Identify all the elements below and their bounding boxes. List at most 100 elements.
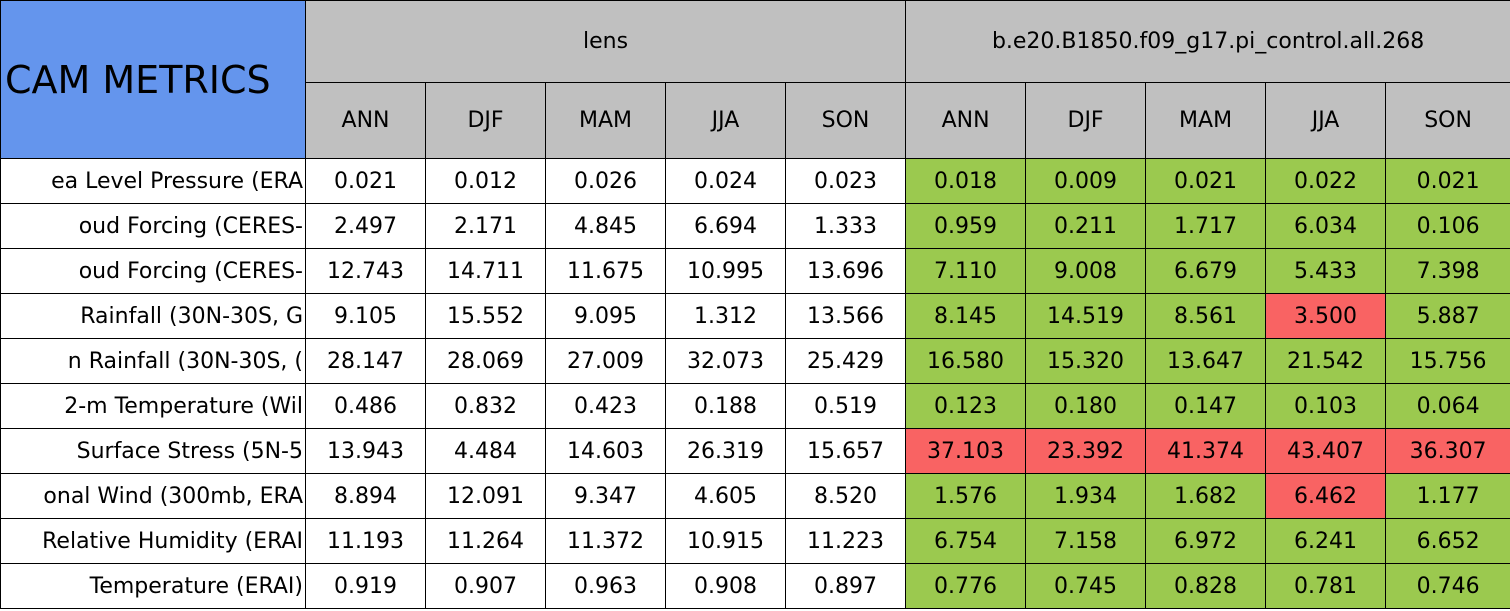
- group-header: b.e20.B1850.f09_g17.pi_control.all.268: [905, 0, 1510, 83]
- metric-cell: 7.110: [905, 248, 1027, 294]
- season-header: SON: [784, 82, 907, 159]
- metric-cell: 0.022: [1265, 158, 1387, 204]
- metric-cell: 11.264: [425, 518, 546, 564]
- season-header: ANN: [905, 82, 1027, 159]
- metric-cell: 0.188: [665, 383, 786, 429]
- metric-cell: 7.158: [1025, 518, 1147, 564]
- metric-cell: 0.021: [305, 158, 426, 204]
- row-label: ea Level Pressure (ERA: [0, 158, 306, 204]
- row-label: Rainfall (30N-30S, G: [0, 293, 306, 339]
- table-row: n Rainfall (30N-30S, (28.147 28.069 27.009…: [0, 338, 1510, 384]
- metric-cell: 1.177: [1385, 473, 1510, 519]
- metric-cell: 5.433: [1265, 248, 1387, 294]
- metric-cell: 8.561: [1145, 293, 1267, 339]
- metric-cell: 0.012: [425, 158, 546, 204]
- metric-cell: 0.519: [784, 383, 907, 429]
- metric-cell: 0.963: [545, 563, 666, 609]
- table-row: Surface Stress (5N-5 13.943 4.484 14.603 26.…: [0, 428, 1510, 474]
- metric-cell: 6.679: [1145, 248, 1267, 294]
- metric-cell: 43.407: [1265, 428, 1387, 474]
- metric-cell: 14.603: [545, 428, 666, 474]
- season-header: MAM: [545, 82, 666, 159]
- metric-cell: 41.374: [1145, 428, 1267, 474]
- metric-cell: 0.211: [1025, 203, 1147, 249]
- metric-cell: 16.580: [905, 338, 1027, 384]
- metric-cell: 13.566: [784, 293, 907, 339]
- metric-cell: 6.462: [1265, 473, 1387, 519]
- row-label: Relative Humidity (ERAI: [0, 518, 306, 564]
- metric-cell: 0.828: [1145, 563, 1267, 609]
- metric-cell: 0.023: [784, 158, 907, 204]
- metric-cell: 0.103: [1265, 383, 1387, 429]
- season-header: ANN: [305, 82, 426, 159]
- metric-cell: 0.745: [1025, 563, 1147, 609]
- metric-cell: 9.105: [305, 293, 426, 339]
- metric-cell: 4.605: [665, 473, 786, 519]
- metric-cell: 1.682: [1145, 473, 1267, 519]
- metric-cell: 0.024: [665, 158, 786, 204]
- row-label: Temperature (ERAI): [0, 563, 306, 609]
- metric-cell: 0.907: [425, 563, 546, 609]
- metric-cell: 10.915: [665, 518, 786, 564]
- table-title: CAM METRICS: [0, 0, 306, 159]
- metric-cell: 9.347: [545, 473, 666, 519]
- metric-cell: 9.095: [545, 293, 666, 339]
- season-header: JJA: [665, 82, 786, 159]
- metric-cell: 0.180: [1025, 383, 1147, 429]
- metric-cell: 0.897: [784, 563, 907, 609]
- season-header: MAM: [1145, 82, 1267, 159]
- table-row: Temperature (ERAI) 0.919 0.907 0.963 0.908 0.…: [0, 563, 1510, 609]
- metric-cell: 6.034: [1265, 203, 1387, 249]
- metric-cell: 2.497: [305, 203, 426, 249]
- season-header: JJA: [1265, 82, 1387, 159]
- metric-cell: 12.091: [425, 473, 546, 519]
- metric-cell: 14.519: [1025, 293, 1147, 339]
- season-header: DJF: [1025, 82, 1147, 159]
- season-header: DJF: [425, 82, 546, 159]
- metric-cell: 13.943: [305, 428, 426, 474]
- metric-cell: 6.972: [1145, 518, 1267, 564]
- metric-cell: 8.894: [305, 473, 426, 519]
- metric-cell: 4.845: [545, 203, 666, 249]
- metric-cell: 15.657: [784, 428, 907, 474]
- metric-cell: 37.103: [905, 428, 1027, 474]
- metric-cell: 0.018: [905, 158, 1027, 204]
- metric-cell: 1.576: [905, 473, 1027, 519]
- metric-cell: 5.887: [1385, 293, 1510, 339]
- metric-cell: 1.717: [1145, 203, 1267, 249]
- metric-cell: 21.542: [1265, 338, 1387, 384]
- metric-cell: 4.484: [425, 428, 546, 474]
- table-row: 2-m Temperature (Wil 0.486 0.832 0.423 0.188…: [0, 383, 1510, 429]
- table-row: onal Wind (300mb, ERA 8.894 12.091 9.347 4.6…: [0, 473, 1510, 519]
- row-label: 2-m Temperature (Wil: [0, 383, 306, 429]
- row-label: oud Forcing (CERES-: [0, 248, 306, 294]
- metric-cell: 0.106: [1385, 203, 1510, 249]
- metric-cell: 9.008: [1025, 248, 1147, 294]
- metric-cell: 13.647: [1145, 338, 1267, 384]
- metric-cell: 11.193: [305, 518, 426, 564]
- metric-cell: 32.073: [665, 338, 786, 384]
- metric-cell: 10.995: [665, 248, 786, 294]
- metric-cell: 28.147: [305, 338, 426, 384]
- metric-cell: 8.145: [905, 293, 1027, 339]
- metric-cell: 3.500: [1265, 293, 1387, 339]
- metric-cell: 26.319: [665, 428, 786, 474]
- metric-cell: 15.552: [425, 293, 546, 339]
- table-row: Relative Humidity (ERAI 11.193 11.264 11.37…: [0, 518, 1510, 564]
- metric-cell: 0.147: [1145, 383, 1267, 429]
- metric-cell: 36.307: [1385, 428, 1510, 474]
- metric-cell: 0.021: [1385, 158, 1510, 204]
- table-row: ea Level Pressure (ERA 0.021 0.012 0.026 0.0…: [0, 158, 1510, 204]
- metric-cell: 0.026: [545, 158, 666, 204]
- row-label: n Rainfall (30N-30S, (: [0, 338, 306, 384]
- metric-cell: 11.372: [545, 518, 666, 564]
- metric-cell: 2.171: [425, 203, 546, 249]
- group-header: lens: [304, 0, 907, 83]
- metric-cell: 28.069: [425, 338, 546, 384]
- season-header: SON: [1385, 82, 1510, 159]
- metric-cell: 0.064: [1385, 383, 1510, 429]
- row-label: onal Wind (300mb, ERA: [0, 473, 306, 519]
- metric-cell: 27.009: [545, 338, 666, 384]
- metric-cell: 1.333: [784, 203, 907, 249]
